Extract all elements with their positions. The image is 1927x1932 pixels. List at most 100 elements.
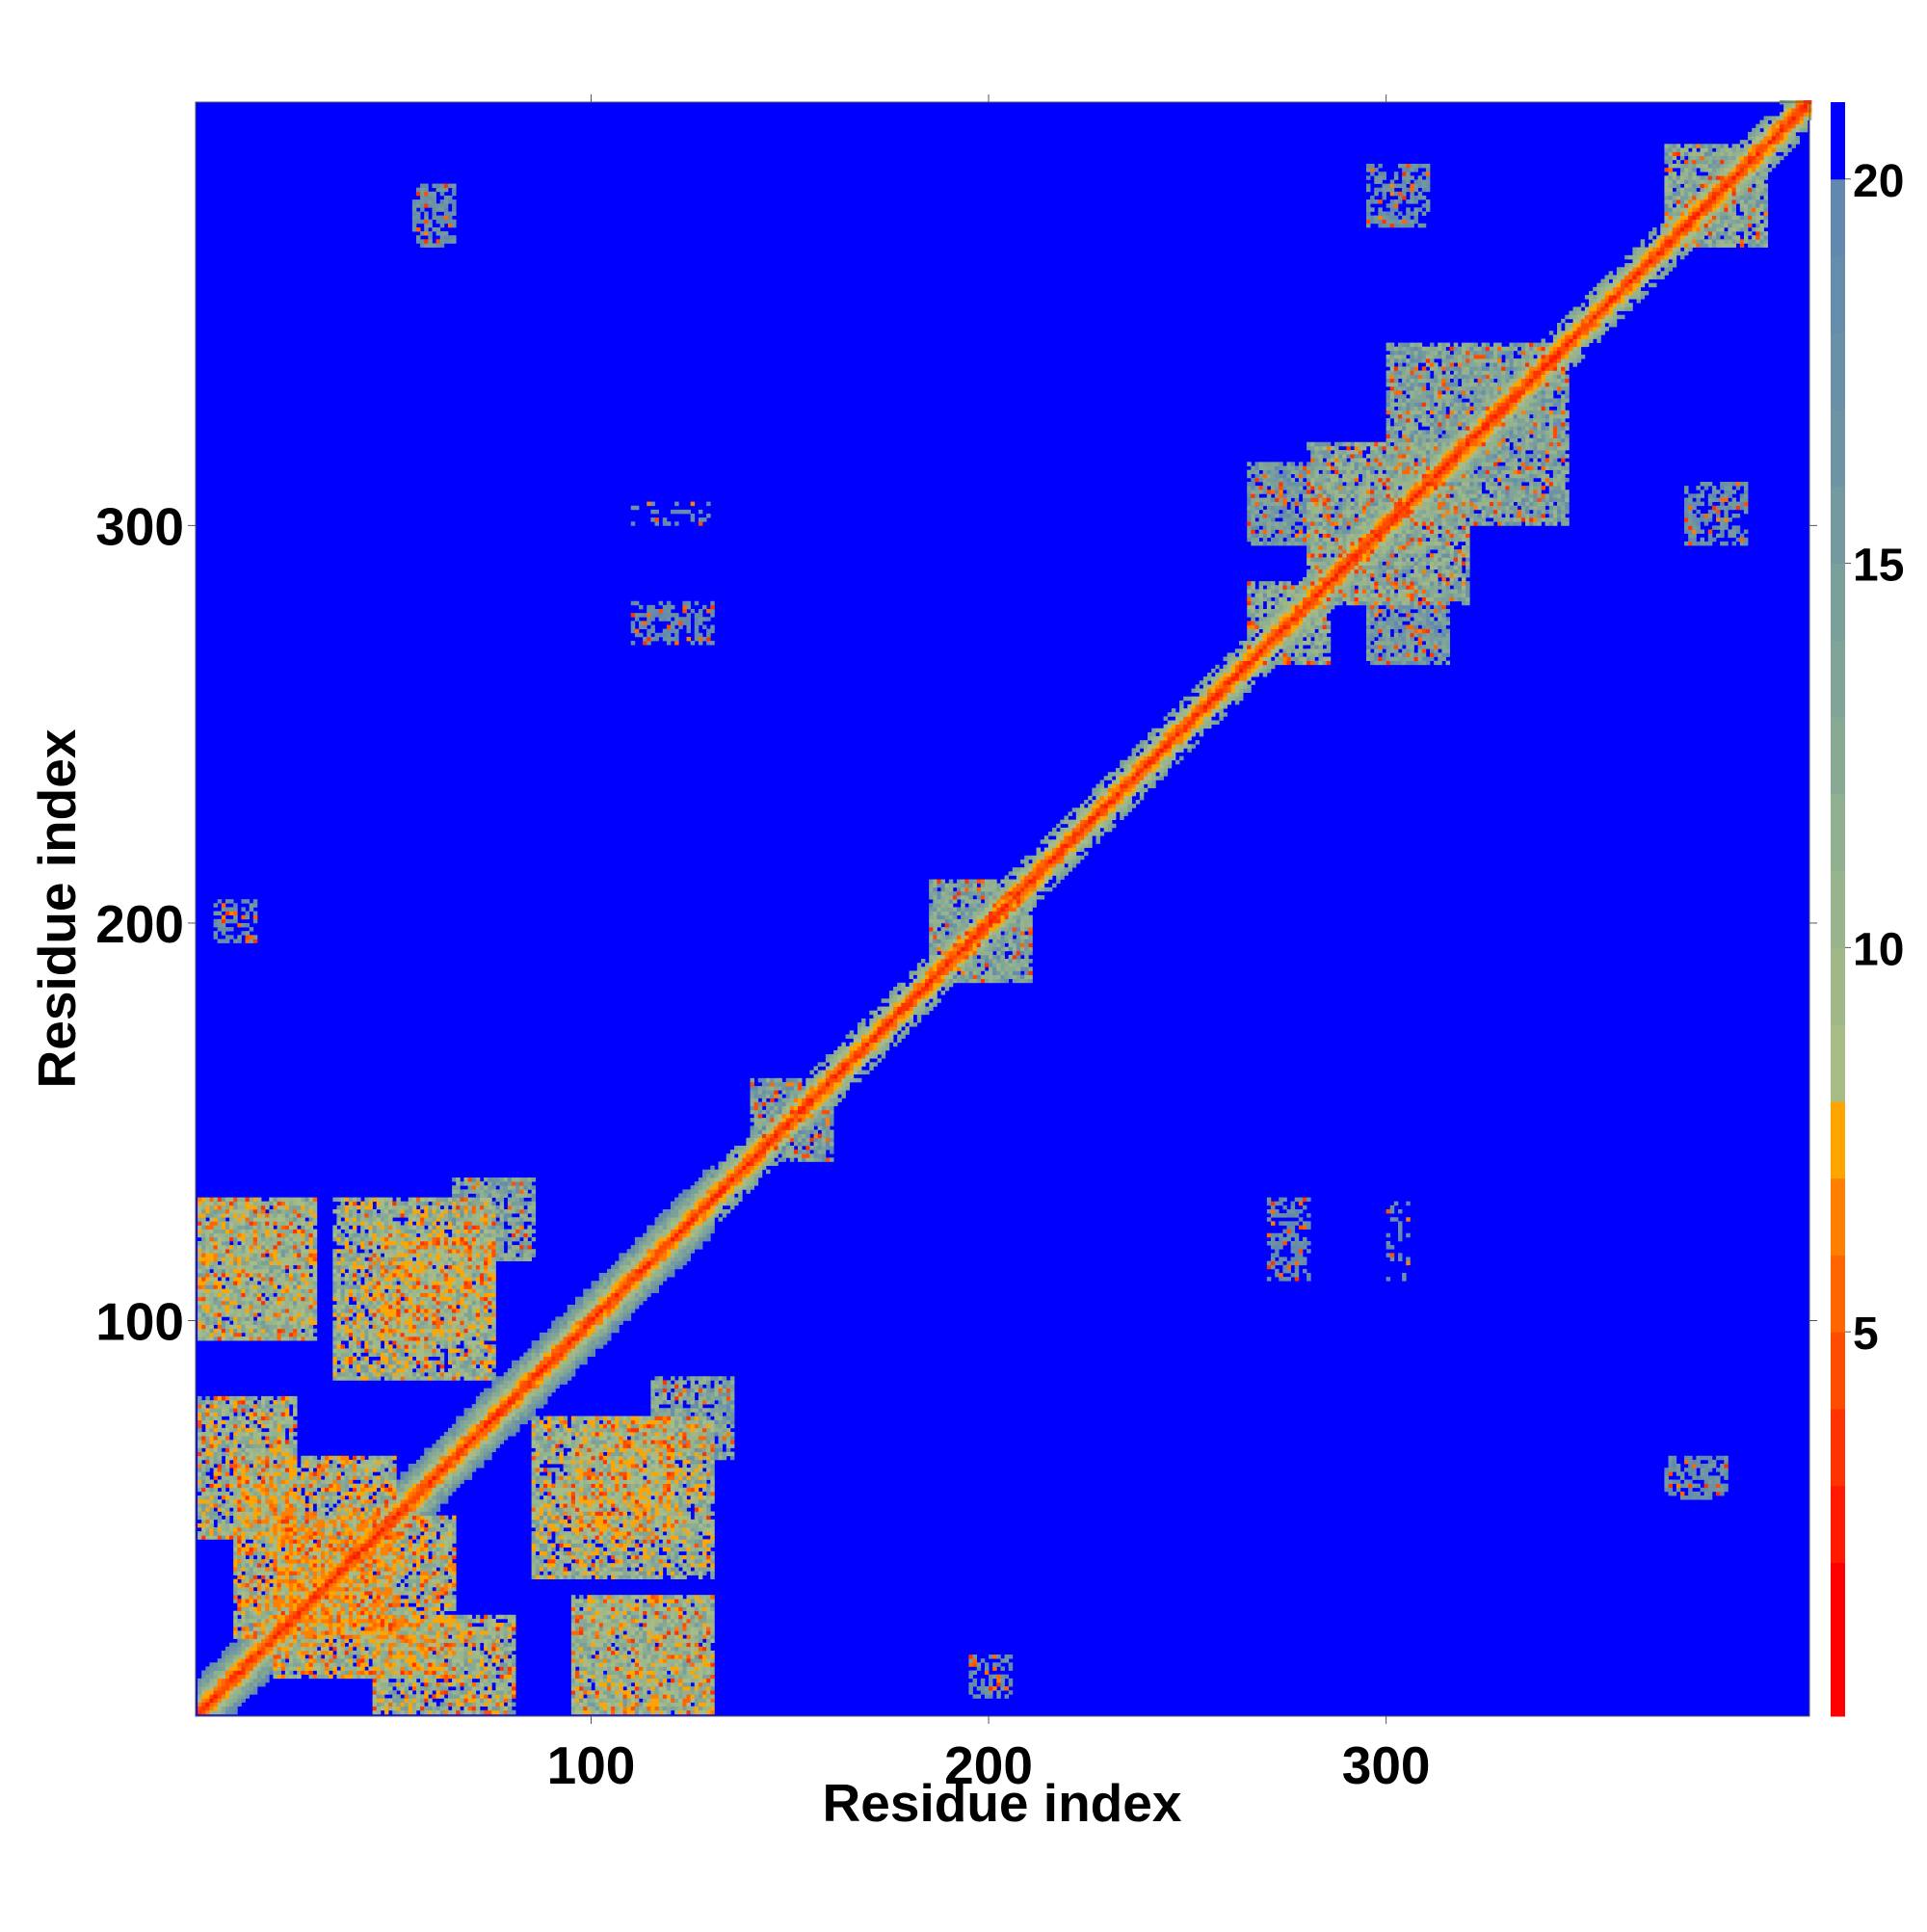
heatmap-cell — [336, 1236, 341, 1242]
heatmap-cell — [277, 1229, 282, 1234]
heatmap-cell — [201, 1229, 206, 1234]
heatmap-cell — [198, 1522, 202, 1528]
heatmap-cell — [372, 1292, 378, 1298]
heatmap-cell — [304, 1582, 309, 1588]
heatmap-cell — [273, 1309, 277, 1313]
heatmap-cell — [273, 1654, 277, 1659]
heatmap-cell — [261, 1674, 266, 1680]
heatmap-cell — [360, 1455, 365, 1461]
heatmap-cell — [364, 1208, 369, 1214]
heatmap-cell — [368, 1253, 373, 1257]
heatmap-cell — [256, 1253, 262, 1257]
heatmap-cell — [364, 1471, 369, 1476]
heatmap-cell — [241, 1602, 246, 1607]
heatmap-cell — [360, 1543, 365, 1548]
heatmap-cell — [249, 1201, 254, 1206]
heatmap-cell — [301, 1221, 305, 1226]
heatmap-cell — [213, 1709, 219, 1715]
heatmap-cell — [224, 1479, 230, 1485]
heatmap-cell — [201, 1312, 206, 1317]
heatmap-cell — [392, 1471, 397, 1476]
heatmap-cell — [256, 1554, 262, 1560]
heatmap-cell — [340, 1511, 346, 1517]
heatmap-cell — [340, 1591, 346, 1596]
heatmap-cell — [277, 1499, 282, 1504]
heatmap-cell — [400, 1623, 405, 1628]
heatmap-cell — [383, 1678, 389, 1683]
heatmap-cell — [348, 1491, 354, 1496]
heatmap-cell — [380, 1328, 385, 1334]
heatmap-cell — [396, 1340, 401, 1345]
heatmap-cell — [256, 1547, 262, 1552]
heatmap-cell — [301, 1539, 305, 1544]
heatmap-cell — [277, 1328, 282, 1334]
heatmap-cell — [304, 1606, 309, 1612]
heatmap-cell — [329, 1666, 333, 1671]
heatmap-cell — [408, 1578, 413, 1584]
heatmap-cell — [301, 1324, 305, 1330]
heatmap-cell — [252, 1305, 258, 1310]
heatmap-cell — [301, 1300, 305, 1306]
heatmap-cell — [312, 1296, 318, 1302]
heatmap-cell — [329, 1511, 333, 1517]
heatmap-cell — [360, 1582, 365, 1588]
heatmap-cell — [261, 1634, 266, 1639]
heatmap-cell — [344, 1197, 350, 1203]
heatmap-cell — [241, 1654, 246, 1659]
heatmap-cell — [336, 1634, 341, 1639]
heatmap-cell — [217, 1694, 223, 1699]
heatmap-cell — [241, 1328, 246, 1334]
heatmap-cell — [320, 1602, 326, 1607]
heatmap-cell — [380, 1582, 385, 1588]
heatmap-cell — [252, 1681, 258, 1687]
heatmap-cell — [293, 1309, 298, 1313]
heatmap-cell — [312, 1316, 318, 1321]
heatmap-cell — [213, 1395, 219, 1401]
heatmap-cell — [245, 1201, 251, 1206]
heatmap-cell — [404, 1221, 409, 1226]
heatmap-cell — [277, 1300, 282, 1306]
heatmap-cell — [293, 1471, 298, 1476]
heatmap-cell — [277, 1432, 282, 1437]
heatmap-cell — [308, 1284, 314, 1289]
heatmap-cell — [229, 1658, 234, 1663]
heatmap-cell — [376, 1229, 382, 1234]
heatmap-cell — [233, 1503, 238, 1508]
heatmap-cell — [221, 1229, 226, 1234]
heatmap-cell — [221, 1404, 226, 1409]
heatmap-cell — [265, 1578, 270, 1584]
heatmap-cell — [320, 1503, 326, 1508]
heatmap-cell — [383, 1272, 389, 1278]
heatmap-cell — [392, 1606, 397, 1612]
heatmap-cell — [364, 1272, 369, 1278]
heatmap-cell — [364, 1531, 369, 1536]
heatmap-cell — [284, 1281, 290, 1285]
heatmap-cell — [336, 1515, 341, 1521]
heatmap-cell — [316, 1578, 322, 1584]
heatmap-cell — [396, 1674, 401, 1680]
heatmap-cell — [372, 1623, 378, 1628]
heatmap-cell — [221, 1471, 226, 1476]
heatmap-cell — [205, 1468, 210, 1472]
heatmap-cell — [233, 1563, 238, 1568]
heatmap-cell — [245, 1511, 251, 1517]
heatmap-cell — [372, 1468, 378, 1472]
heatmap-cell — [332, 1309, 337, 1313]
heatmap-cell — [336, 1197, 341, 1203]
heatmap-cell — [352, 1599, 357, 1603]
heatmap-cell — [256, 1400, 262, 1405]
heatmap-cell — [277, 1451, 282, 1457]
heatmap-cell — [368, 1614, 373, 1620]
heatmap-cell — [388, 1257, 393, 1261]
heatmap-cell — [340, 1268, 346, 1274]
heatmap-cell — [269, 1468, 274, 1472]
heatmap-cell — [284, 1507, 290, 1512]
heatmap-cell — [288, 1650, 294, 1655]
heatmap-cell — [241, 1459, 246, 1465]
heatmap-cell — [233, 1499, 238, 1504]
heatmap-cell — [237, 1300, 242, 1306]
heatmap-cell — [224, 1702, 230, 1707]
heatmap-cell — [277, 1547, 282, 1552]
heatmap-cell — [284, 1320, 290, 1325]
heatmap-cell — [364, 1567, 369, 1572]
